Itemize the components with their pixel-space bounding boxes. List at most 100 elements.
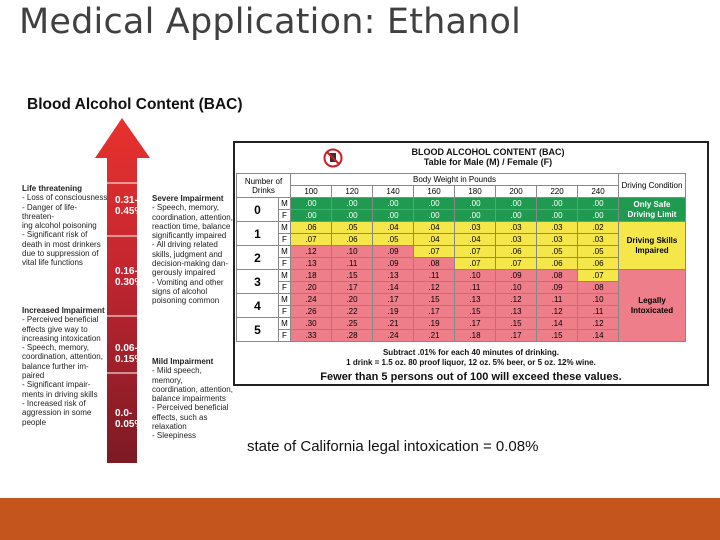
weight-header-cell: 120 <box>331 185 373 198</box>
drinks-cell: 5 <box>236 317 279 342</box>
bac-value-cell: .17 <box>495 329 537 342</box>
bac-value-cell: .33 <box>290 329 332 342</box>
bac-heading: Blood Alcohol Content (BAC) <box>27 96 243 113</box>
table-row: 0 M .00.00.00.00.00.00.00.00 Only Safe Driv… <box>236 197 686 222</box>
bac-value-cell: .06 <box>331 233 373 246</box>
bac-value-cell: .03 <box>495 233 537 246</box>
bac-value-cell: .05 <box>577 245 619 258</box>
weight-header-cell: 220 <box>536 185 578 198</box>
sex-cell: M <box>278 245 291 258</box>
table-row: F .00.00.00.00.00.00.00.00 <box>237 209 686 222</box>
bac-value-cell: .20 <box>290 281 332 294</box>
sex-cell: F <box>278 209 291 222</box>
bac-value-cell: .07 <box>290 233 332 246</box>
bac-value-cell: .08 <box>577 281 619 294</box>
bac-value-cell: .00 <box>536 197 578 210</box>
bac-value-cell: .13 <box>290 257 332 270</box>
range-label-safe: 0.0- 0.05% <box>115 408 144 430</box>
bac-value-cell: .13 <box>495 305 537 318</box>
bac-value-cell: .04 <box>454 233 496 246</box>
weight-header-cell: 100 <box>290 185 332 198</box>
bac-value-cell: .12 <box>577 317 619 330</box>
bac-value-cell: .05 <box>372 233 414 246</box>
drinks-cell: 3 <box>236 269 279 294</box>
bac-value-cell: .03 <box>536 233 578 246</box>
bac-value-cell: .18 <box>290 269 332 282</box>
bac-value-cell: .03 <box>536 221 578 234</box>
bac-value-cell: .08 <box>536 269 578 282</box>
bac-value-cell: .30 <box>290 317 332 330</box>
bac-value-cell: .09 <box>372 257 414 270</box>
sex-cell: F <box>278 329 291 342</box>
sex-cell: M <box>278 293 291 306</box>
bac-value-cell: .17 <box>413 305 455 318</box>
bac-value-cell: .17 <box>454 317 496 330</box>
legal-intoxication-note: state of California legal intoxication =… <box>247 438 539 455</box>
bac-value-cell: .12 <box>536 305 578 318</box>
bac-value-cell: .14 <box>372 281 414 294</box>
bac-value-cell: .20 <box>331 293 373 306</box>
bac-value-cell: .06 <box>536 257 578 270</box>
bac-value-cell: .07 <box>413 245 455 258</box>
table-row: 4 M .24.20.17.15.13.12.11.10 <box>236 293 686 318</box>
bac-value-cell: .07 <box>495 257 537 270</box>
bac-value-cell: .11 <box>536 293 578 306</box>
bac-value-cell: .00 <box>577 197 619 210</box>
bac-value-cell: .11 <box>331 257 373 270</box>
bac-value-cell: .04 <box>413 221 455 234</box>
bac-value-cell: .06 <box>495 245 537 258</box>
bac-value-cell: .03 <box>495 221 537 234</box>
bac-value-cell: .18 <box>454 329 496 342</box>
bac-value-cell: .04 <box>413 233 455 246</box>
bac-value-cell: .10 <box>331 245 373 258</box>
sex-cell: M <box>278 197 291 210</box>
bac-value-cell: .15 <box>331 269 373 282</box>
drinks-cell: 4 <box>236 293 279 318</box>
bac-value-cell: .11 <box>413 269 455 282</box>
bac-value-cell: .28 <box>331 329 373 342</box>
range-label-increased: 0.16- 0.30% <box>115 266 144 288</box>
bac-value-cell: .00 <box>413 197 455 210</box>
bac-value-cell: .13 <box>454 293 496 306</box>
range-label-severe: 0.31- 0.45% <box>115 195 144 217</box>
bac-value-cell: .07 <box>454 257 496 270</box>
table-row: F .33.28.24.21.18.17.15.14 <box>237 329 686 342</box>
bac-value-cell: .12 <box>413 281 455 294</box>
bac-value-cell: .22 <box>331 305 373 318</box>
table-row: 2 M .12.10.09.07.07.06.05.05 <box>236 245 686 270</box>
weight-header-cell: 180 <box>454 185 496 198</box>
bac-value-cell: .00 <box>413 209 455 222</box>
sex-cell: M <box>278 269 291 282</box>
header-driving-condition: Driving Condition <box>618 173 686 198</box>
bac-value-cell: .03 <box>454 221 496 234</box>
sex-cell: F <box>278 233 291 246</box>
bac-value-cell: .17 <box>372 293 414 306</box>
bac-value-cell: .05 <box>536 245 578 258</box>
bac-value-cell: .15 <box>413 293 455 306</box>
bac-value-cell: .17 <box>331 281 373 294</box>
bac-value-cell: .09 <box>536 281 578 294</box>
bac-value-cell: .04 <box>372 221 414 234</box>
bac-value-cell: .10 <box>454 269 496 282</box>
driving-condition-cell: Driving Skills Impaired <box>618 221 686 270</box>
slide-title: Medical Application: Ethanol <box>19 2 522 42</box>
bac-value-cell: .26 <box>290 305 332 318</box>
bac-value-cell: .00 <box>495 197 537 210</box>
bac-value-cell: .00 <box>454 197 496 210</box>
sex-cell: F <box>278 257 291 270</box>
bac-value-cell: .19 <box>372 305 414 318</box>
bac-value-cell: .24 <box>290 293 332 306</box>
no-drinking-icon <box>323 148 343 168</box>
header-drinks: Number of Drinks <box>236 173 291 198</box>
table-row: 5 M .30.25.21.19.17.15.14.12 <box>236 317 686 342</box>
bac-value-cell: .00 <box>495 209 537 222</box>
bac-value-cell: .21 <box>413 329 455 342</box>
bac-value-cell: .21 <box>372 317 414 330</box>
bac-value-cell: .19 <box>413 317 455 330</box>
table-row: F .20.17.14.12.11.10.09.08 <box>237 281 686 294</box>
drinks-cell: 2 <box>236 245 279 270</box>
table-row: F .26.22.19.17.15.13.12.11 <box>237 305 686 318</box>
range-label-mild: 0.06- 0.15% <box>115 343 144 365</box>
right-block-mild-impairment: Mild Impairment - Mild speech, memory, c… <box>152 357 233 441</box>
header-body-weight: Body Weight in Pounds <box>290 173 619 186</box>
